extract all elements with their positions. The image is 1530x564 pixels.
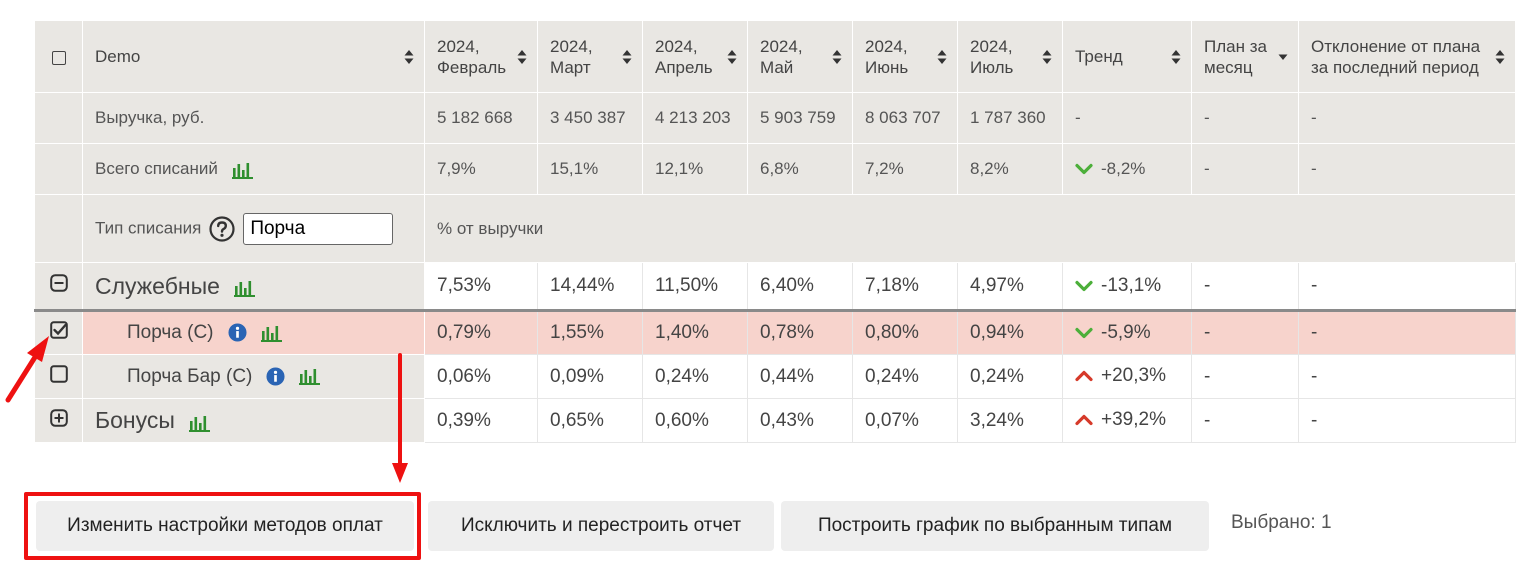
- table-header-row: Demo 2024, Февраль 2024, Март 2024, Апре…: [34, 20, 1516, 93]
- cell-value: 8 063 707: [852, 92, 958, 144]
- row-label-cell: Служебные: [82, 262, 425, 312]
- cell-plan: -: [1191, 92, 1299, 144]
- row-checkbox[interactable]: [34, 310, 83, 355]
- cell-value: 6,40%: [747, 262, 853, 312]
- cell-value: 0,65%: [537, 398, 643, 443]
- arrow-to-button-icon: [392, 353, 408, 483]
- cell-value: 0,09%: [537, 354, 643, 399]
- cell-value: 3,24%: [957, 398, 1063, 443]
- total-writeoffs-row: Всего списаний 7,9% 15,1% 12,1% 6,8% 7,2…: [34, 143, 1516, 195]
- checkbox-icon: [51, 50, 66, 65]
- arrow-to-checkbox-icon: [5, 336, 49, 403]
- writeoff-type-input[interactable]: [243, 212, 394, 245]
- cell-value: 0,94%: [957, 310, 1063, 355]
- cell-plan: -: [1191, 398, 1299, 443]
- row-label-cell: Порча (С): [82, 310, 425, 355]
- cell-value: 0,44%: [747, 354, 853, 399]
- row-label: Бонусы: [95, 407, 175, 433]
- writeoff-type-label: Тип списания: [95, 217, 202, 237]
- cell-value: 0,24%: [852, 354, 958, 399]
- cell-deviation: -: [1298, 310, 1516, 355]
- cell-plan: -: [1191, 310, 1299, 355]
- cell-plan: -: [1191, 354, 1299, 399]
- row-label: Служебные: [95, 272, 220, 299]
- cell-value: 14,44%: [537, 262, 643, 312]
- column-header-plan[interactable]: План за месяц: [1191, 20, 1299, 93]
- cell-value: 8,2%: [957, 143, 1063, 195]
- group-row: Служебные 7,53% 14,44% 11,50% 6,40% 7,18% 4,97…: [34, 262, 1516, 312]
- cell-value: 1,40%: [642, 310, 748, 355]
- cell-value: 4 213 203: [642, 92, 748, 144]
- row-label-cell: Бонусы: [82, 398, 425, 443]
- row-label: Порча Бар (С): [127, 365, 253, 387]
- cell-value: 11,50%: [642, 262, 748, 312]
- cell-value: 1,55%: [537, 310, 643, 355]
- column-header-trend[interactable]: Тренд: [1062, 20, 1192, 93]
- cell-value: 0,78%: [747, 310, 853, 355]
- cell-value: 0,07%: [852, 398, 958, 443]
- cell-value: 7,9%: [424, 143, 538, 195]
- column-header-name[interactable]: Demo: [82, 20, 425, 93]
- cell-value: 0,06%: [424, 354, 538, 399]
- column-header-deviation[interactable]: Отклонение от плана за последний период: [1298, 20, 1516, 93]
- writeoff-type-cell: Тип списания: [82, 194, 425, 263]
- exclude-rebuild-button[interactable]: Исключить и перестроить отчет: [428, 501, 774, 551]
- cell-value: 0,60%: [642, 398, 748, 443]
- group-row: Бонусы 0,39% 0,65% 0,60% 0,43% 0,07% 3,24% +39,…: [34, 398, 1516, 443]
- cell-value: 6,8%: [747, 143, 853, 195]
- percent-of-revenue-note: % от выручки: [424, 194, 1516, 263]
- row-checkbox[interactable]: [34, 354, 83, 399]
- column-header-month[interactable]: 2024, Июнь: [852, 20, 958, 93]
- cell-value: 5 903 759: [747, 92, 853, 144]
- cell-trend: -8,2%: [1062, 143, 1192, 195]
- writeoff-type-row: Тип списания % от выручки: [34, 194, 1516, 263]
- cell-deviation: -: [1298, 398, 1516, 443]
- cell-deviation: -: [1298, 92, 1516, 144]
- expand-toggle[interactable]: [34, 398, 83, 443]
- cell-value: 15,1%: [537, 143, 643, 195]
- column-header-month[interactable]: 2024, Апрель: [642, 20, 748, 93]
- cell-trend: -13,1%: [1062, 262, 1192, 312]
- cell-value: 0,43%: [747, 398, 853, 443]
- cell-trend: +39,2%: [1062, 398, 1192, 443]
- cell-deviation: -: [1298, 354, 1516, 399]
- cell-value: 7,2%: [852, 143, 958, 195]
- cell-value: 7,18%: [852, 262, 958, 312]
- cell-trend: -: [1062, 92, 1192, 144]
- selected-count: Выбрано: 1: [1231, 512, 1332, 533]
- cell-value: 7,53%: [424, 262, 538, 312]
- cell-value: 1 787 360: [957, 92, 1063, 144]
- payment-settings-button[interactable]: Изменить настройки методов оплат: [36, 501, 414, 551]
- table-row: Порча (С) 0,79% 1,55% 1,40% 0,78% 0,80% 0,94% -…: [34, 310, 1516, 355]
- row-label: Порча (С): [127, 322, 214, 343]
- build-chart-button[interactable]: Построить график по выбранным типам: [781, 501, 1209, 551]
- cell-value: 12,1%: [642, 143, 748, 195]
- cell-deviation: -: [1298, 262, 1516, 312]
- column-header-month[interactable]: 2024, Май: [747, 20, 853, 93]
- row-label-cell: Всего списаний: [82, 143, 425, 195]
- cell-value: 0,39%: [424, 398, 538, 443]
- cell-value: 0,24%: [642, 354, 748, 399]
- row-label: Всего списаний: [95, 159, 218, 178]
- cell-value: 0,79%: [424, 310, 538, 355]
- table-row: Порча Бар (С) 0,06% 0,09% 0,24% 0,44% 0,24% 0,…: [34, 354, 1516, 399]
- row-label-cell: Порча Бар (С): [82, 354, 425, 399]
- select-all-checkbox[interactable]: [34, 20, 83, 93]
- highlight-box: [24, 492, 421, 560]
- report-table: Demo 2024, Февраль 2024, Март 2024, Апре…: [34, 20, 1516, 443]
- cell-value: 5 182 668: [424, 92, 538, 144]
- column-header-month[interactable]: 2024, Март: [537, 20, 643, 93]
- cell-plan: -: [1191, 143, 1299, 195]
- cell-trend: -5,9%: [1062, 310, 1192, 355]
- cell-value: 0,80%: [852, 310, 958, 355]
- collapse-toggle[interactable]: [34, 262, 83, 312]
- cell-trend: +20,3%: [1062, 354, 1192, 399]
- column-header-month[interactable]: 2024, Февраль: [424, 20, 538, 93]
